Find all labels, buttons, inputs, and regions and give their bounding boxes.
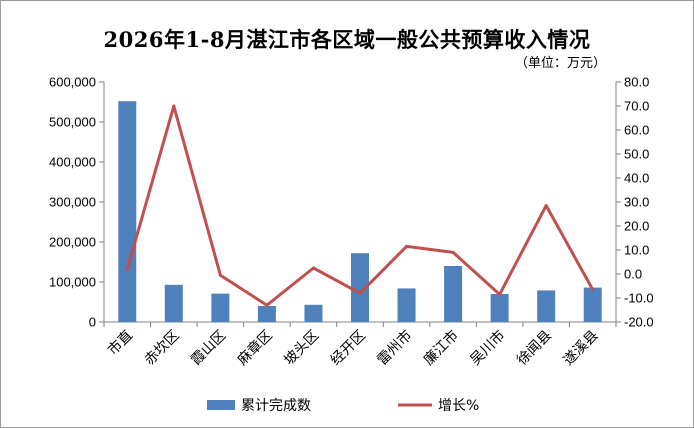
- y-right-tick-label: -20.0: [624, 315, 654, 330]
- category-label: 赤坎区: [142, 328, 183, 369]
- bar-11: [583, 287, 602, 322]
- y-right-tick-label: 50.0: [624, 147, 649, 162]
- bar-1: [118, 101, 137, 322]
- growth-point-8: [451, 250, 455, 254]
- bars-layer: [118, 101, 602, 322]
- category-label: 坡头区: [281, 328, 322, 369]
- growth-point-10: [544, 204, 548, 208]
- y-right-tick-label: 20.0: [624, 219, 649, 234]
- category-label: 吴川市: [467, 327, 509, 369]
- y-left-tick-label: 400,000: [49, 155, 96, 170]
- y-left-tick-label: 300,000: [49, 195, 96, 210]
- growth-line-layer: [125, 104, 595, 307]
- category-label: 廉江市: [420, 327, 462, 369]
- growth-point-5: [311, 266, 315, 270]
- bar-9: [490, 294, 509, 322]
- chart-title: 2026年1-8月湛江市各区域一般公共预算收入情况: [103, 27, 591, 52]
- growth-point-3: [218, 273, 222, 277]
- bar-8: [444, 266, 463, 322]
- category-label: 市直: [104, 327, 136, 359]
- y-left-tick-label: 100,000: [49, 275, 96, 290]
- category-label: 麻章区: [234, 327, 276, 369]
- bar-2: [164, 284, 183, 322]
- growth-point-9: [498, 292, 502, 296]
- bar-7: [397, 288, 416, 322]
- legend-line-label: 增长%: [438, 398, 479, 414]
- growth-point-7: [405, 244, 409, 248]
- growth-point-1: [125, 267, 129, 271]
- y-right-tick-label: 60.0: [624, 123, 649, 138]
- y-left-tick-label: 200,000: [49, 235, 96, 250]
- y-right-tick-label: -10.0: [624, 291, 654, 306]
- y-right-tick-label: 40.0: [624, 171, 649, 186]
- growth-point-4: [265, 303, 269, 307]
- category-label: 经开区: [328, 328, 369, 369]
- unit-note: （单位：万元）: [514, 56, 606, 71]
- growth-point-11: [591, 288, 595, 292]
- y-right-tick-label: 70.0: [624, 99, 649, 114]
- y-right-tick-label: 0.0: [624, 267, 642, 282]
- y-right-tick-label: 30.0: [624, 195, 649, 210]
- y-left-tick-label: 600,000: [49, 75, 96, 90]
- legend-bar-swatch: [207, 400, 235, 410]
- y-left-tick-label: 0: [89, 315, 96, 330]
- growth-point-2: [172, 104, 176, 108]
- bar-3: [211, 293, 230, 322]
- category-label: 霞山区: [188, 328, 229, 369]
- legend: 累计完成数 增长%: [207, 398, 479, 414]
- y-right-tick-label: 10.0: [624, 243, 649, 258]
- bar-5: [304, 304, 323, 322]
- category-label: 徐闻县: [514, 328, 555, 369]
- bar-4: [257, 306, 276, 322]
- y-right-tick-label: 80.0: [624, 75, 649, 90]
- category-label: 遂溪县: [561, 328, 602, 369]
- category-label: 雷州市: [374, 327, 416, 369]
- growth-point-6: [358, 291, 362, 295]
- legend-bar-label: 累计完成数: [241, 398, 311, 414]
- bar-6: [351, 253, 369, 322]
- y-left-tick-label: 500,000: [49, 115, 96, 130]
- bar-10: [537, 290, 556, 322]
